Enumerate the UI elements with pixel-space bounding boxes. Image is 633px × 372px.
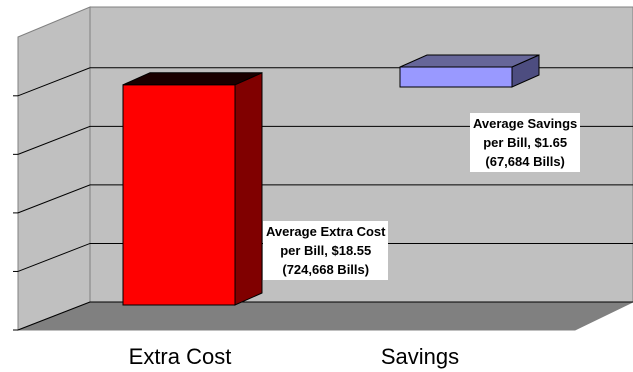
gridline-10: [17, 184, 633, 214]
data-label-savings-line3: (67,684 Bills): [485, 154, 565, 169]
bar-0-front: [122, 84, 236, 306]
bar-1: [399, 54, 540, 88]
data-label-savings-line1: Average Savings: [473, 116, 578, 131]
data-label-savings-line2: per Bill, $1.65: [483, 135, 568, 150]
bar-0-top: [122, 72, 263, 86]
data-label-extra-cost-line1: Average Extra Cost: [266, 224, 386, 239]
side-wall: [17, 6, 91, 331]
category-label-extra-cost: Extra Cost: [128, 344, 232, 369]
category-label-savings: Savings: [380, 344, 460, 369]
data-label-savings: Average Savings per Bill, $1.65 (67,684 …: [470, 113, 581, 172]
floor: [17, 301, 633, 331]
gridline-15: [17, 125, 633, 155]
data-label-extra-cost-line3: (724,668 Bills): [282, 262, 370, 277]
bar-0: [122, 72, 263, 306]
gridline-5: [17, 242, 633, 272]
bar-1-front: [399, 66, 513, 88]
bar-0-side: [234, 72, 263, 306]
bar-1-top: [399, 54, 540, 68]
data-label-extra-cost: Average Extra Cost per Bill, $18.55 (724…: [263, 221, 389, 280]
data-label-extra-cost-line2: per Bill, $18.55: [280, 243, 372, 258]
bars: [122, 54, 540, 306]
gridline-0: [17, 301, 633, 331]
